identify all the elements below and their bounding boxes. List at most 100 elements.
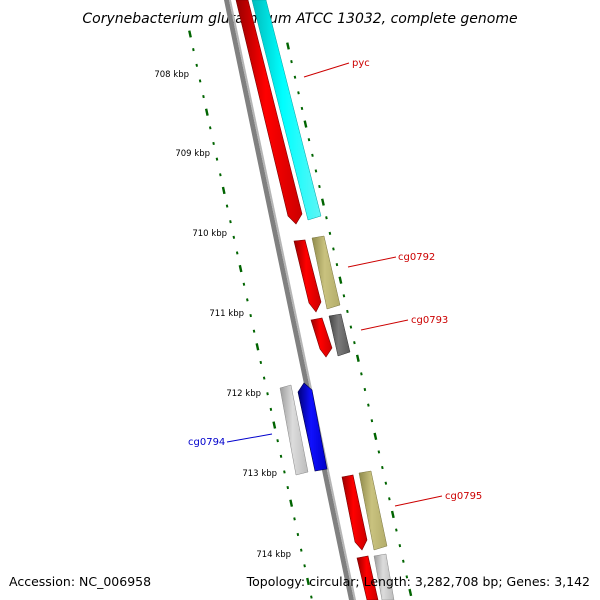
ruler-minor-tick [215,157,219,161]
ruler-label-713: 713 kbp [242,469,277,479]
ruler-label-711: 711 kbp [209,309,244,319]
leader-cg0793 [360,319,409,331]
gene-label-cg0793[interactable]: cg0793 [411,315,448,326]
ruler-minor-tick [235,251,239,255]
ruler-label-714: 714 kbp [256,550,291,560]
ruler-minor-tick [346,309,349,314]
cds-reverse-track [279,382,328,476]
ruler-minor-tick [328,231,332,235]
ruler-minor-tick [388,497,391,501]
ruler-major-tick [204,108,209,116]
leader-cg0792 [347,256,397,268]
ruler-labels: 708 kbp 709 kbp 710 kbp 711 kbp 712 kbp … [154,70,291,560]
ruler-major-tick [289,499,294,507]
genome-backbone-highlight [229,0,356,600]
ruler-minor-tick [198,79,202,83]
ruler-minor-tick [335,263,339,267]
ruler-minor-tick [311,153,314,157]
ruler-minor-tick [283,470,286,474]
ruler-minor-tick [349,325,353,329]
ruler-minor-tick [353,341,356,345]
ruler-label-710: 710 kbp [192,229,227,239]
ruler-label-712: 712 kbp [226,389,261,399]
ruler-minor-tick [370,419,374,423]
ruler-major-tick [338,276,343,284]
gene-label-cg0794[interactable]: cg0794 [188,437,225,448]
ruler-minor-tick [300,106,304,111]
cds-pyc[interactable] [235,0,303,225]
ruler-major-tick [303,120,308,128]
leader-cg0794 [226,433,273,443]
ruler-minor-tick [402,559,405,563]
ruler-minor-tick [208,126,212,130]
ruler-minor-tick [384,481,388,485]
ruler-minor-tick [395,528,398,532]
ruler-minor-tick [259,360,263,365]
map-title: Corynebacterium glutamicum ATCC 13032, c… [82,11,517,27]
ruler-minor-tick [219,173,222,177]
ruler-label-708: 708 kbp [154,70,189,80]
feature-cg0793-gray [328,313,351,357]
ruler-minor-tick [249,313,252,318]
ruler-minor-tick [242,282,246,286]
ruler-minor-tick [246,298,249,302]
ruler-minor-tick [290,60,293,64]
cds-cg0793[interactable] [310,317,333,358]
ruler-minor-tick [293,75,297,79]
gene-label-cg0792[interactable]: cg0792 [398,252,435,263]
cds-cg0794[interactable] [297,382,328,472]
ruler-minor-tick [212,141,215,146]
cds-cg0792[interactable] [293,239,322,313]
ruler-minor-tick [310,595,313,599]
ruler-major-tick [286,42,290,50]
ruler-minor-tick [299,548,303,552]
gene-label-cg0795[interactable]: cg0795 [445,491,482,502]
ruler-minor-tick [360,372,363,376]
ruler-minor-tick [377,450,381,454]
ruler-minor-tick [307,138,311,142]
leader-cg0795 [394,495,443,507]
ruler-minor-tick [286,485,290,490]
cds-cg0795[interactable] [341,474,368,551]
ruler-minor-tick [297,91,300,95]
ruler-minor-tick [195,63,199,67]
cds-forward-track [235,0,379,600]
ruler-major-tick [390,510,395,519]
ruler-major-tick [188,30,192,38]
ruler-minor-tick [202,94,205,99]
ruler-major-tick [238,264,243,273]
ruler-minor-tick [405,575,409,579]
topology-text: Topology: circular; Length: 3,282,708 bp… [246,574,590,589]
ruler-minor-tick [367,403,370,407]
ruler-major-tick [255,343,260,351]
feature-track [251,0,395,600]
ruler-major-tick [306,577,310,586]
ruler-minor-tick [276,439,279,443]
accession-text: Accession: NC_006958 [9,574,151,589]
feature-cg0795-khaki [358,470,388,551]
ruler-major-tick [272,421,277,429]
feature-after-lightgray [373,553,395,600]
gene-label-pyc[interactable]: pyc [352,58,370,69]
ruler-minor-tick [398,544,402,548]
ruler-major-tick [321,198,325,206]
ruler-minor-tick [269,407,273,411]
ruler-minor-tick [381,465,384,470]
feature-cg0792-khaki [311,235,341,310]
ruler-minor-tick [325,216,328,220]
gene-labels: pyc cg0792 cg0793 cg0794 cg0795 [188,58,482,507]
cds-after-cg0795[interactable] [356,555,379,600]
feature-cg0794-lightgray [279,384,309,476]
ruler-minor-tick [279,454,283,458]
ruler-minor-tick [229,220,232,224]
ruler-minor-tick [303,564,306,568]
ruler-minor-tick [318,184,321,189]
feature-pyc-cyan [251,0,322,221]
ruler-minor-tick [232,235,236,239]
ruler-minor-tick [293,517,296,521]
ruler-minor-tick [225,204,229,208]
ruler-minor-tick [262,376,266,380]
ruler-minor-tick [314,169,318,173]
ruler-minor-tick [342,294,346,298]
